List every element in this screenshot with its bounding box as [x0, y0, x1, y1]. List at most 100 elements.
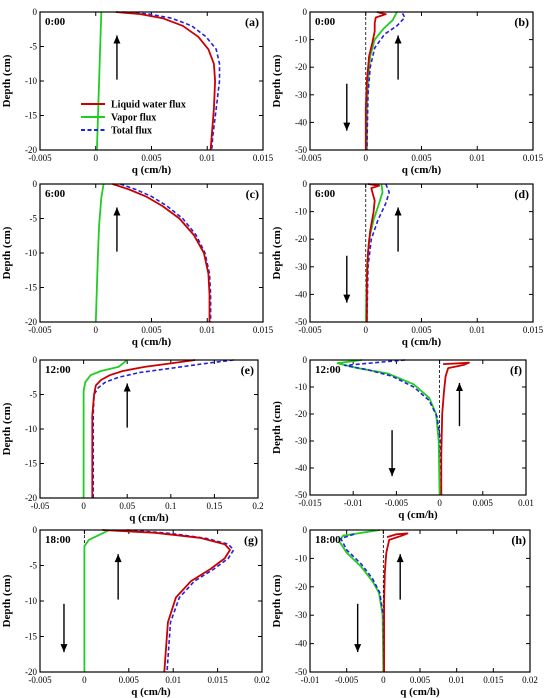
- y-tick-label: -5: [30, 214, 38, 224]
- y-axis-label: Depth (cm): [1, 574, 13, 627]
- series-line-liquid: [91, 359, 196, 498]
- x-tick-label: -0.015: [298, 498, 322, 508]
- y-tick-label: -5: [30, 561, 38, 571]
- y-tick-label: -10: [25, 424, 37, 434]
- x-tick-label: 0: [94, 325, 99, 335]
- y-axis-label: Depth (cm): [1, 54, 13, 107]
- chart-panel-2: -0.005 0 0.005 0.01 0.015 0 -10 -20 -30 -40 -50 0:0…: [271, 7, 544, 176]
- y-tick-label: -20: [25, 667, 37, 677]
- x-tick-label: 0.01: [199, 153, 215, 163]
- flux-direction-arrow-head: [394, 207, 402, 216]
- series-line-vapor: [94, 183, 105, 323]
- x-axis-label: q (cm/h): [402, 336, 442, 348]
- flux-direction-arrow-head: [60, 644, 68, 653]
- panel-label: (f): [510, 363, 522, 377]
- chart-panel-7: -0.005 0 0.005 0.01 0.015 0.02 0 -5 -10 -15 -20 18:…: [1, 525, 270, 698]
- x-tick-label: -0.05: [31, 501, 50, 511]
- panel-label: (h): [511, 533, 526, 547]
- x-tick-label: 0.01: [518, 498, 534, 508]
- series-line-total: [340, 533, 385, 673]
- x-tick-label: 0: [437, 498, 442, 508]
- x-tick-label: 0: [364, 153, 369, 163]
- y-tick-label: -50: [295, 667, 307, 677]
- series-line-vapor: [366, 11, 398, 150]
- x-tick-label: -0.005: [298, 325, 322, 335]
- y-tick-label: 0: [33, 355, 38, 365]
- series-line-vapor: [96, 11, 103, 151]
- y-tick-label: -15: [25, 632, 37, 642]
- series-line-total: [120, 183, 212, 322]
- plot-frame: [39, 11, 264, 151]
- y-tick-label: -50: [295, 145, 307, 155]
- plot-frame: [39, 359, 259, 499]
- y-axis-label: Depth (cm): [271, 401, 283, 454]
- series-line-liquid: [115, 11, 216, 151]
- y-tick-label: -20: [25, 145, 37, 155]
- y-axis-label: Depth (cm): [271, 226, 283, 279]
- x-tick-label: 0.005: [141, 153, 162, 163]
- y-tick-label: 0: [33, 525, 38, 535]
- flux-direction-arrow-head: [123, 383, 131, 392]
- x-tick-label: 0: [364, 325, 369, 335]
- y-tick-label: 0: [303, 525, 308, 535]
- plot-frame: [309, 529, 531, 673]
- chart-panel-6: -0.015 -0.01 -0.005 0 0.005 0.01 0 -10 -20 -30 -40…: [271, 355, 534, 521]
- chart-panel-1: -0.005 0 0.005 0.01 0.015 0 -5 -10 -15 -20 0:00 (a)…: [1, 7, 274, 176]
- series-line-liquid: [112, 183, 211, 322]
- time-label: 0:00: [45, 16, 66, 28]
- y-axis-label: Depth (cm): [271, 574, 283, 627]
- flux-direction-arrow-head: [354, 644, 362, 653]
- x-tick-label: 0.005: [473, 498, 494, 508]
- flux-direction-arrow-head: [396, 554, 404, 563]
- y-tick-label: -30: [295, 262, 307, 272]
- x-tick-label: -0.01: [344, 498, 363, 508]
- y-tick-label: 0: [33, 7, 38, 17]
- y-tick-label: -15: [25, 111, 37, 121]
- flux-direction-arrow-head: [388, 468, 396, 477]
- plot-frame: [309, 359, 527, 496]
- y-tick-label: -50: [295, 317, 307, 327]
- y-tick-label: -15: [25, 283, 37, 293]
- chart-panel-8: -0.01 -0.005 0 0.005 0.01 0.015 0.02 0 -10 -20 -30…: [271, 525, 538, 698]
- x-tick-label: -0.005: [298, 153, 322, 163]
- x-tick-label: 0.01: [469, 325, 485, 335]
- y-axis-label: Depth (cm): [1, 226, 13, 279]
- y-tick-label: -20: [25, 317, 37, 327]
- x-tick-label: -0.005: [335, 675, 359, 685]
- x-tick-label: 0.015: [253, 153, 274, 163]
- legend-label-vapor: Vapor flux: [111, 113, 156, 124]
- series-line-vapor: [338, 529, 385, 673]
- plot-frame: [39, 529, 263, 673]
- time-label: 6:00: [45, 188, 66, 200]
- time-label: 12:00: [45, 364, 71, 376]
- x-tick-label: 0.005: [411, 325, 432, 335]
- time-label: 6:00: [315, 188, 336, 200]
- y-tick-label: -5: [30, 390, 38, 400]
- y-tick-label: -15: [25, 459, 37, 469]
- panel-label: (b): [514, 15, 529, 29]
- flux-direction-arrow-head: [343, 122, 351, 131]
- x-axis-label: q (cm/h): [400, 686, 440, 698]
- x-tick-label: 0.02: [254, 675, 270, 685]
- flux-direction-arrow-head: [343, 294, 351, 303]
- time-label: 12:00: [315, 364, 341, 376]
- y-tick-label: -5: [30, 42, 38, 52]
- chart-panel-4: -0.005 0 0.005 0.01 0.015 0 -10 -20 -30 -40 -50 6:0…: [271, 179, 544, 348]
- x-tick-label: 0: [94, 153, 99, 163]
- y-tick-label: -40: [295, 289, 307, 299]
- x-tick-label: 0.02: [522, 675, 538, 685]
- y-axis-label: Depth (cm): [1, 402, 13, 455]
- x-tick-label: 0.01: [449, 675, 465, 685]
- legend: Liquid water flux Vapor flux Total flux: [81, 100, 186, 137]
- x-tick-label: 0: [82, 675, 87, 685]
- x-tick-label: 0.05: [119, 501, 135, 511]
- series-line-total: [126, 529, 235, 673]
- chart-panel-3: -0.005 0 0.005 0.01 0.015 0 -5 -10 -15 -20 6:00 (c)…: [1, 179, 274, 348]
- flux-direction-arrow-head: [113, 207, 121, 216]
- y-tick-label: -20: [295, 234, 307, 244]
- series-line-liquid: [366, 183, 380, 322]
- panel-label: (g): [244, 533, 258, 547]
- series-line-total: [343, 359, 443, 496]
- x-tick-label: 0.2: [252, 501, 263, 511]
- time-label: 18:00: [315, 534, 341, 546]
